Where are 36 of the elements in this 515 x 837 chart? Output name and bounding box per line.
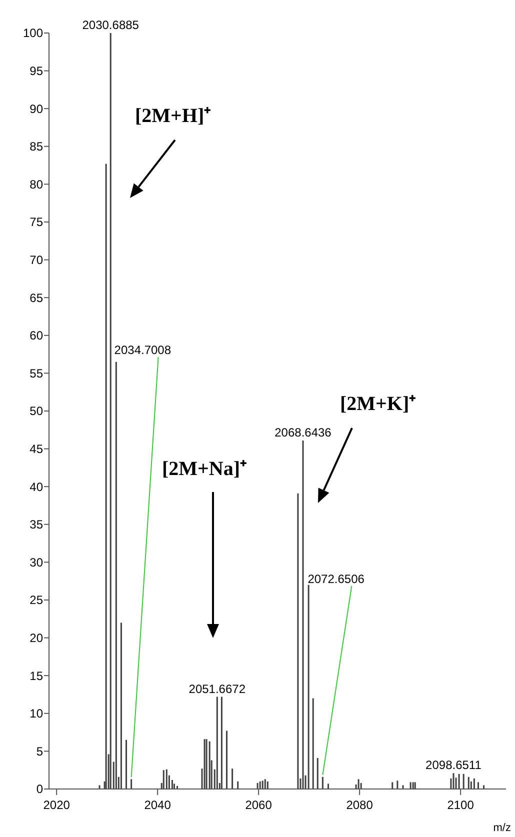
- y-tick-label: 10: [30, 706, 44, 721]
- x-tick-label: 2020: [43, 798, 70, 812]
- y-tick-label: 50: [30, 404, 44, 418]
- y-tick-label: 35: [30, 518, 44, 532]
- y-tick-label: 15: [30, 668, 44, 683]
- y-tick-label: 100: [22, 26, 44, 40]
- x-tick-label: 2100: [447, 798, 474, 812]
- y-tick-label: 5: [36, 744, 44, 758]
- y-tick-label: 25: [30, 593, 44, 608]
- annotation: [2M+K]⁺: [340, 393, 416, 415]
- x-axis-title: m/z: [493, 822, 511, 834]
- x-tick-label: 2080: [346, 798, 374, 812]
- y-tick-label: 55: [30, 366, 44, 380]
- annotation: 2051.6672: [188, 682, 246, 696]
- annotation: 2072.6506: [308, 572, 365, 586]
- y-tick-label: 20: [30, 631, 44, 645]
- y-tick-label: 40: [30, 480, 44, 494]
- y-tick-label: 65: [30, 290, 44, 305]
- y-tick-label: 0: [36, 782, 44, 796]
- y-tick-label: 70: [30, 253, 44, 267]
- y-tick-label: 60: [30, 328, 44, 343]
- annotation: 2098.6511: [426, 758, 482, 772]
- y-tick-label: 45: [30, 442, 44, 456]
- annotation: 2034.7008: [114, 343, 172, 358]
- annotation: 2030.6885: [82, 18, 140, 32]
- annotation: [2M+H]⁺: [135, 105, 212, 127]
- x-tick-label: 2040: [144, 798, 172, 812]
- annotation: 2068.6436: [274, 425, 332, 440]
- y-tick-label: 30: [30, 555, 44, 570]
- y-tick-label: 80: [30, 177, 44, 192]
- y-tick-label: 90: [30, 102, 44, 116]
- y-tick-label: 95: [30, 64, 44, 78]
- y-tick-label: 75: [30, 215, 44, 230]
- annotation: [2M+Na]⁺: [162, 458, 248, 480]
- y-tick-label: 85: [30, 140, 44, 154]
- x-tick-label: 2060: [245, 798, 272, 812]
